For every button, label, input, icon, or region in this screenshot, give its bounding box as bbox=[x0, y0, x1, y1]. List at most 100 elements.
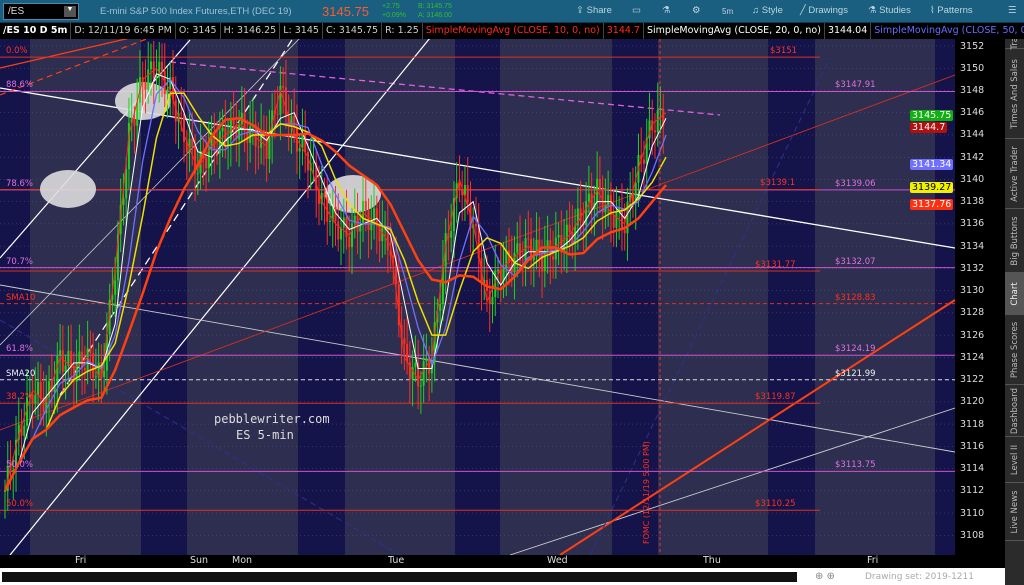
candle-body bbox=[282, 85, 285, 88]
price-axis[interactable]: 3152 3150 3148 3146 3144 3142 3140 3138 3136 3134… bbox=[955, 39, 1005, 555]
flask-icon[interactable]: ⚗ bbox=[662, 5, 671, 16]
studies-button[interactable]: ⚗ Studies bbox=[868, 5, 911, 16]
candle-body bbox=[466, 185, 469, 203]
side-tab-label: Active Trader bbox=[1009, 145, 1020, 202]
candle-body bbox=[61, 350, 64, 372]
side-tab-active-trader[interactable]: Active Trader bbox=[1005, 139, 1024, 209]
zoom-icon[interactable]: ⊕ ⊕ bbox=[815, 571, 835, 582]
candle-body bbox=[158, 61, 161, 78]
overnight-session-band bbox=[141, 39, 187, 555]
studies-label: Studies bbox=[879, 5, 911, 16]
side-tab-label: Level II bbox=[1009, 444, 1020, 475]
highlight-ellipse bbox=[40, 170, 96, 208]
candle-body bbox=[403, 338, 406, 345]
chart-scrollbar[interactable]: ⊕ ⊕ Drawing set: 2019-1211 bbox=[0, 568, 1005, 585]
candle-body bbox=[103, 370, 106, 378]
watermark: pebblewriter.com ES 5-min bbox=[214, 411, 330, 443]
candle-body bbox=[26, 397, 29, 426]
candle-body bbox=[37, 381, 40, 395]
style-button[interactable]: ♫ Style bbox=[752, 5, 783, 16]
candle-body bbox=[620, 208, 623, 230]
candle-body bbox=[50, 381, 53, 392]
candle-body bbox=[461, 189, 464, 196]
price-tick: 3128 bbox=[960, 307, 985, 319]
chevron-down-icon[interactable]: ▼ bbox=[64, 6, 76, 17]
alert-icon[interactable]: ▭ bbox=[632, 5, 641, 16]
candle-body bbox=[527, 238, 530, 240]
side-tab-live-news[interactable]: Live News bbox=[1005, 483, 1024, 541]
time-axis: Fri Sun Mon Tue Wed Thu Fri bbox=[0, 555, 1005, 568]
bar-range: R: 1.25 bbox=[382, 23, 423, 39]
side-tab-phase-scores[interactable]: Phase Scores bbox=[1005, 315, 1024, 385]
date-tick: Wed bbox=[547, 555, 568, 566]
candle-body bbox=[425, 358, 428, 362]
fib-label: 78.6% bbox=[6, 178, 34, 189]
candle-body bbox=[587, 193, 590, 202]
candle-body bbox=[127, 123, 130, 170]
side-tab-label: Chart bbox=[1009, 281, 1020, 306]
drawing-set[interactable]: Drawing set: 2019-1211 bbox=[865, 572, 974, 582]
date-tick: Mon bbox=[232, 555, 253, 566]
side-tab-dashboard[interactable]: Dashboard bbox=[1005, 385, 1024, 437]
candle-body bbox=[23, 425, 26, 436]
candle-body bbox=[64, 365, 67, 372]
last-price: 3145.75 bbox=[322, 4, 369, 19]
candle-body bbox=[397, 284, 400, 326]
candle-body bbox=[450, 231, 453, 238]
side-tab-big-buttons[interactable]: Big Buttons bbox=[1005, 209, 1024, 273]
fomc-text: FOMC (12/11/19 5:00 PM) bbox=[642, 441, 651, 544]
side-tab-chart[interactable]: Chart bbox=[1005, 273, 1024, 315]
trend-line bbox=[59, 19, 306, 396]
candle-body bbox=[144, 81, 147, 90]
drawings-button[interactable]: ╱ Drawings bbox=[800, 5, 848, 16]
side-tab-level-ii[interactable]: Level II bbox=[1005, 437, 1024, 483]
side-tab-trade[interactable]: Trade bbox=[1005, 39, 1024, 49]
symbol-input[interactable]: /ES ▼ bbox=[3, 3, 79, 20]
candle-body bbox=[640, 155, 643, 160]
candle-body bbox=[246, 131, 249, 143]
candle-body bbox=[83, 367, 86, 371]
scrollbar-track[interactable] bbox=[2, 572, 797, 582]
chart-info-bar: /ES 10 D 5m D: 12/11/19 6:45 PM O: 3145 H: … bbox=[0, 23, 1024, 39]
candle-body bbox=[315, 162, 318, 190]
price-tick: 3138 bbox=[960, 196, 985, 208]
candle-body bbox=[196, 173, 199, 175]
candle-body bbox=[133, 119, 136, 126]
timeframe-button[interactable]: 5m bbox=[722, 7, 734, 16]
candle-body bbox=[629, 195, 632, 203]
bar-open: O: 3145 bbox=[176, 23, 221, 39]
price-level-label: $3119.87 bbox=[755, 392, 796, 403]
price-tick: 3108 bbox=[960, 529, 985, 541]
overnight-session-band bbox=[298, 39, 345, 555]
sma10-study[interactable]: SimpleMovingAvg (CLOSE, 10, 0, no) bbox=[423, 23, 604, 39]
menu-icon[interactable]: ☰ bbox=[1008, 5, 1017, 16]
patterns-button[interactable]: ⌇ Patterns bbox=[930, 5, 973, 16]
sma20-study[interactable]: SimpleMovingAvg (CLOSE, 20, 0, no) bbox=[644, 23, 825, 39]
candle-body bbox=[505, 250, 508, 269]
price-tick: 3120 bbox=[960, 396, 985, 408]
sma50-study[interactable]: SimpleMovingAvg (CLOSE, 50, 0, no) bbox=[871, 23, 1024, 39]
candle-body bbox=[320, 192, 323, 204]
candle-body bbox=[439, 303, 442, 312]
candle-body bbox=[386, 225, 389, 251]
moving-average-line bbox=[3, 116, 667, 492]
watermark-site: pebblewriter.com bbox=[214, 412, 330, 426]
candle-body bbox=[114, 280, 117, 295]
candle-body bbox=[612, 214, 615, 228]
candle-body bbox=[535, 239, 538, 255]
candle-body bbox=[395, 257, 398, 285]
candle-body bbox=[147, 69, 150, 90]
candle-body bbox=[227, 139, 230, 146]
price-chart[interactable]: pebblewriter.com ES 5-min FOMC (12/11/19 … bbox=[0, 19, 956, 556]
gear-icon[interactable]: ⚙ bbox=[692, 5, 701, 16]
candle-body bbox=[4, 490, 6, 492]
moving-average-line bbox=[4, 67, 667, 491]
candle-body bbox=[538, 239, 541, 255]
fib-label: 38.2% bbox=[6, 392, 34, 403]
share-button[interactable]: ⇪ Share bbox=[576, 5, 612, 16]
candle-body bbox=[185, 141, 188, 153]
side-tab-times-and-sales[interactable]: Times And Sales bbox=[1005, 49, 1024, 139]
candle-body bbox=[590, 193, 593, 210]
candle-body bbox=[180, 113, 183, 115]
candle-body bbox=[615, 211, 618, 228]
